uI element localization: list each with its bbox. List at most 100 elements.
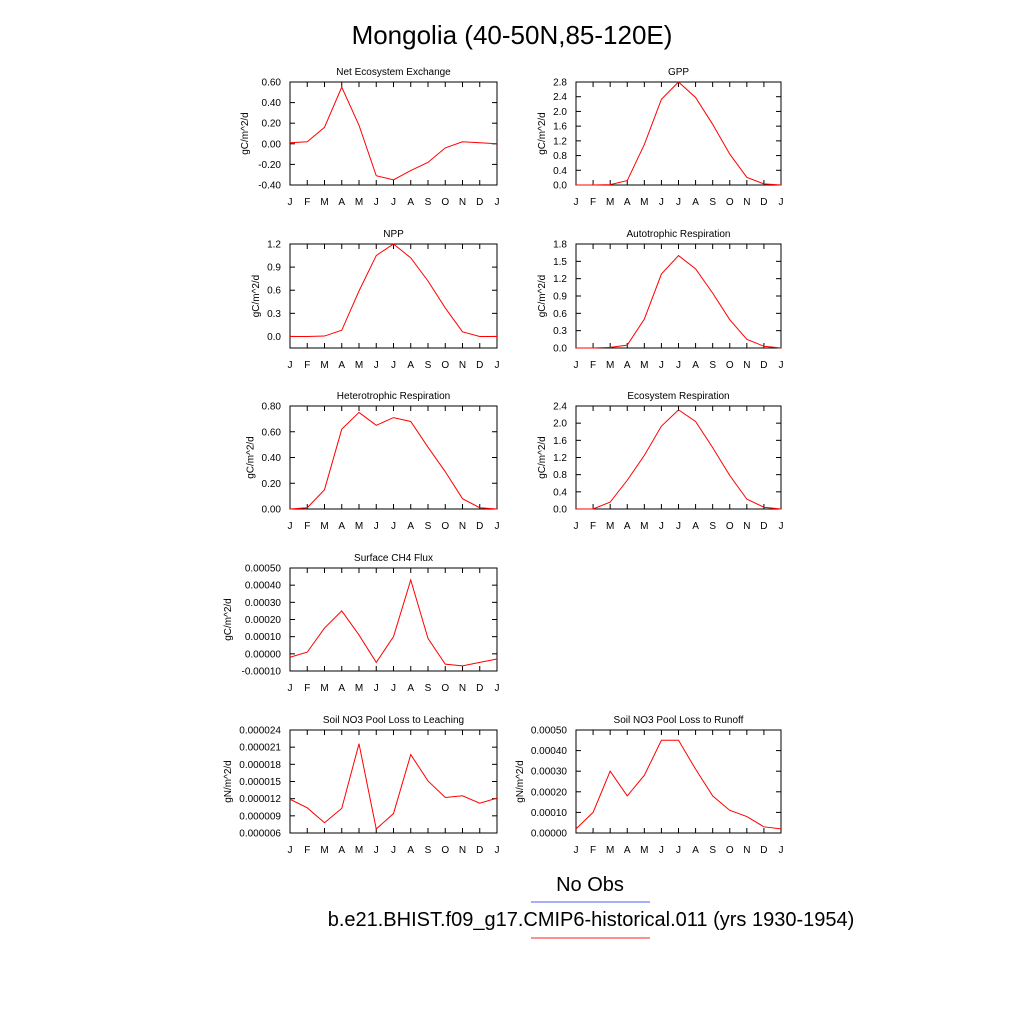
series-line bbox=[576, 254, 782, 349]
x-tick-label: J bbox=[676, 360, 681, 371]
x-tick-label: J bbox=[659, 845, 664, 856]
y-tick-label: 0.00050 bbox=[531, 726, 568, 737]
x-tick-label: O bbox=[726, 197, 734, 208]
x-tick-label: J bbox=[374, 360, 379, 371]
plot-frame bbox=[575, 81, 782, 186]
y-tick-label: 0.00010 bbox=[531, 808, 568, 819]
y-tick-label: 0.000012 bbox=[239, 794, 281, 805]
y-tick-label: 0.00010 bbox=[245, 632, 282, 643]
x-tick-label: D bbox=[760, 197, 767, 208]
y-tick-label: 2.0 bbox=[553, 419, 567, 430]
y-axis-label: gN/m^2/d bbox=[223, 760, 234, 803]
plot-frame bbox=[575, 729, 782, 834]
x-tick-label: A bbox=[624, 521, 631, 532]
x-tick-label: F bbox=[590, 360, 596, 371]
x-tick-label: J bbox=[374, 197, 379, 208]
y-tick-label: -0.20 bbox=[258, 160, 281, 171]
x-tick-label: A bbox=[624, 197, 631, 208]
y-tick-label: 0.000018 bbox=[239, 760, 281, 771]
y-tick-label: 0.00040 bbox=[531, 746, 568, 757]
x-tick-label: D bbox=[476, 845, 483, 856]
x-tick-label: F bbox=[304, 521, 310, 532]
x-tick-label: A bbox=[407, 360, 414, 371]
panel-title: Net Ecosystem Exchange bbox=[336, 67, 451, 78]
y-tick-label: 0.9 bbox=[267, 263, 281, 274]
y-tick-label: 0.3 bbox=[267, 309, 281, 320]
x-tick-label: D bbox=[760, 360, 767, 371]
panel-title: NPP bbox=[383, 229, 404, 240]
y-tick-label: 1.6 bbox=[553, 436, 567, 447]
y-axis-label: gC/m^2/d bbox=[240, 112, 251, 155]
y-tick-label: 0.00030 bbox=[245, 598, 282, 609]
x-tick-label: J bbox=[495, 197, 500, 208]
y-tick-label: 0.60 bbox=[262, 78, 282, 89]
y-tick-label: -0.00010 bbox=[242, 667, 282, 678]
x-tick-label: A bbox=[624, 845, 631, 856]
x-tick-label: J bbox=[495, 845, 500, 856]
main-title: Mongolia (40-50N,85-120E) bbox=[352, 20, 673, 50]
y-tick-label: 0.9 bbox=[553, 292, 567, 303]
y-tick-label: 2.4 bbox=[553, 402, 567, 413]
y-tick-label: 0.00040 bbox=[245, 581, 282, 592]
x-tick-label: M bbox=[640, 360, 648, 371]
x-tick-label: M bbox=[320, 845, 328, 856]
y-tick-label: 1.2 bbox=[553, 274, 567, 285]
y-tick-label: 0.000024 bbox=[239, 726, 281, 737]
x-tick-label: M bbox=[320, 521, 328, 532]
x-tick-label: J bbox=[574, 521, 579, 532]
y-tick-label: 0.000021 bbox=[239, 743, 281, 754]
x-tick-label: A bbox=[338, 521, 345, 532]
x-tick-label: J bbox=[574, 197, 579, 208]
y-tick-label: 0.8 bbox=[553, 151, 567, 162]
x-tick-label: A bbox=[624, 360, 631, 371]
x-tick-label: A bbox=[692, 360, 699, 371]
y-tick-label: 2.4 bbox=[553, 92, 567, 103]
x-tick-label: S bbox=[425, 360, 432, 371]
x-tick-label: M bbox=[320, 683, 328, 694]
x-tick-label: J bbox=[374, 521, 379, 532]
x-tick-label: O bbox=[441, 197, 449, 208]
y-tick-label: 0.4 bbox=[553, 166, 567, 177]
y-tick-label: 0.00020 bbox=[531, 787, 568, 798]
x-tick-label: J bbox=[288, 683, 293, 694]
x-tick-label: M bbox=[355, 521, 363, 532]
y-tick-label: 0.00030 bbox=[531, 767, 568, 778]
panel-title: Soil NO3 Pool Loss to Leaching bbox=[323, 715, 464, 726]
x-tick-label: F bbox=[304, 683, 310, 694]
x-tick-label: N bbox=[459, 360, 466, 371]
y-axis-label: gC/m^2/d bbox=[223, 598, 234, 641]
series-line bbox=[290, 243, 497, 337]
y-tick-label: 2.0 bbox=[553, 107, 567, 118]
x-tick-label: J bbox=[374, 845, 379, 856]
y-tick-label: 0.00050 bbox=[245, 564, 282, 575]
x-tick-label: S bbox=[709, 845, 716, 856]
y-tick-label: 0.0 bbox=[267, 332, 281, 343]
plot-frame bbox=[289, 81, 498, 186]
y-axis-label: gC/m^2/d bbox=[537, 112, 548, 155]
plot-frame bbox=[575, 405, 782, 510]
y-tick-label: 0.0 bbox=[553, 344, 567, 355]
x-tick-label: M bbox=[355, 360, 363, 371]
x-tick-label: J bbox=[391, 683, 396, 694]
x-tick-label: D bbox=[476, 521, 483, 532]
legend: No Obs b.e21.BHIST.f09_g17.CMIP6-histori… bbox=[328, 874, 854, 939]
x-tick-label: J bbox=[779, 521, 784, 532]
y-tick-label: 2.8 bbox=[553, 78, 567, 89]
x-tick-label: M bbox=[606, 360, 614, 371]
x-tick-label: J bbox=[574, 360, 579, 371]
panel-title: Heterotrophic Respiration bbox=[337, 391, 450, 402]
x-tick-label: J bbox=[288, 521, 293, 532]
x-tick-label: J bbox=[779, 360, 784, 371]
y-tick-label: 0.6 bbox=[267, 286, 281, 297]
y-axis-label: gC/m^2/d bbox=[537, 275, 548, 318]
x-tick-label: S bbox=[425, 197, 432, 208]
x-tick-label: M bbox=[320, 197, 328, 208]
y-tick-label: 1.2 bbox=[553, 453, 567, 464]
y-tick-label: 1.2 bbox=[267, 240, 281, 251]
